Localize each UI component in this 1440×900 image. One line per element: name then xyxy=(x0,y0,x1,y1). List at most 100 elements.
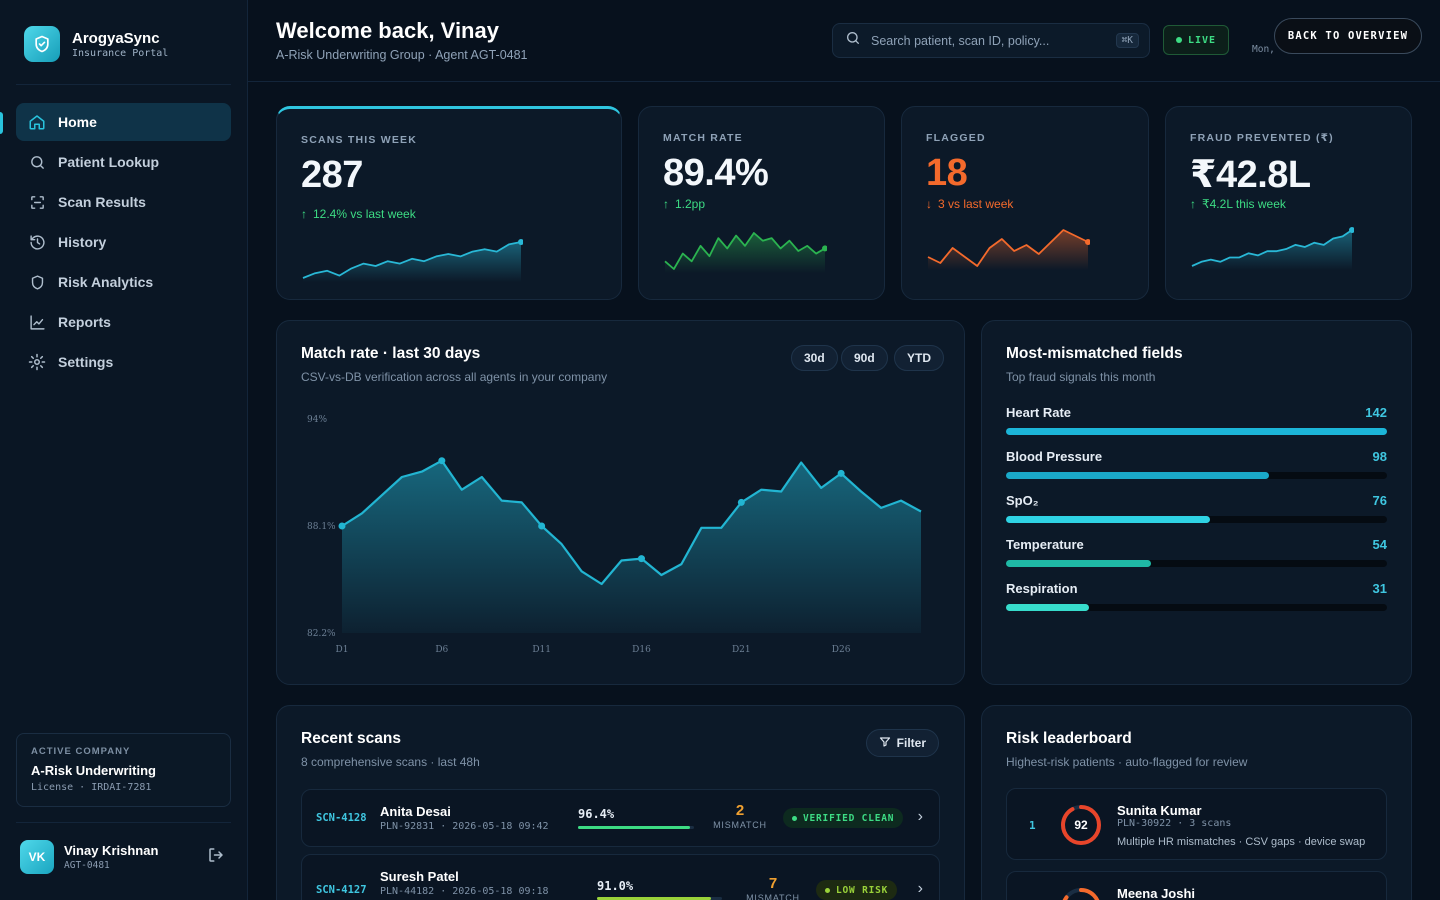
arrow-up-icon: ↑ xyxy=(301,207,307,221)
mismatch-field-head: Blood Pressure 98 xyxy=(1006,449,1387,464)
panel-subtitle: Highest-risk patients · auto-flagged for… xyxy=(1006,755,1248,769)
panel-subtitle: 8 comprehensive scans · last 48h xyxy=(301,755,480,769)
status-badge: LOW RISK xyxy=(816,880,898,900)
stat-card-fraud-prevented[interactable]: FRAUD PREVENTED (₹) ₹42.8L ↑ ₹4.2L this … xyxy=(1165,106,1412,300)
brand[interactable]: ArogyaSync Insurance Portal xyxy=(24,26,168,62)
sparkline-end-point xyxy=(822,245,827,252)
patient-name: Sunita Kumar xyxy=(1117,803,1202,818)
user-profile: VK Vinay Krishnan AGT-0481 xyxy=(20,840,225,874)
arrow-up-icon: ↑ xyxy=(1190,197,1196,211)
mismatch-count: 2 MISMATCH xyxy=(705,802,775,830)
status-text: VERIFIED CLEAN xyxy=(803,812,895,824)
stat-delta: ↑ ₹4.2L this week xyxy=(1190,197,1286,211)
logout-icon[interactable] xyxy=(207,846,225,869)
range-button-30d[interactable]: 30d xyxy=(791,345,838,371)
field-count: 98 xyxy=(1372,449,1387,464)
user-name: Vinay Krishnan xyxy=(64,843,159,858)
leaderboard-row[interactable]: Meena Joshi xyxy=(1006,871,1387,900)
stat-label: FRAUD PREVENTED (₹) xyxy=(1190,132,1334,144)
top-header: Welcome back, Vinay A-Risk Underwriting … xyxy=(248,0,1440,82)
mismatch-label: MISMATCH xyxy=(713,820,767,830)
field-label: SpO₂ xyxy=(1006,493,1039,508)
ring-fill xyxy=(1061,888,1101,900)
mismatch-field-row[interactable]: Heart Rate 142 xyxy=(1006,405,1387,435)
sidebar-item-scan-results[interactable]: Scan Results xyxy=(16,183,231,221)
risk-score-ring xyxy=(1061,888,1101,900)
chevron-right-icon[interactable]: › xyxy=(917,808,923,825)
mismatch-field-head: Temperature 54 xyxy=(1006,537,1387,552)
mismatch-field-row[interactable]: SpO₂ 76 xyxy=(1006,493,1387,523)
search-input[interactable] xyxy=(871,33,1106,48)
rank: 1 xyxy=(1029,819,1036,832)
sidebar-item-label: Risk Analytics xyxy=(58,274,154,290)
field-bar-fill xyxy=(1006,516,1210,523)
sparkline-line xyxy=(1191,229,1353,267)
sidebar: ArogyaSync Insurance Portal Home Patient… xyxy=(0,0,248,900)
page-title: Welcome back, Vinay xyxy=(276,18,499,43)
scan-row[interactable]: SCN-4128 Anita Desai PLN-92831 · 2026-05… xyxy=(301,789,940,847)
mismatch-count: 7 MISMATCH xyxy=(738,875,808,900)
active-company-card[interactable]: ACTIVE COMPANY A-Risk Underwriting Licen… xyxy=(16,733,231,807)
sidebar-item-reports[interactable]: Reports xyxy=(16,303,231,341)
sidebar-item-settings[interactable]: Settings xyxy=(16,343,231,381)
field-label: Temperature xyxy=(1006,537,1084,552)
history-icon xyxy=(28,233,46,251)
chart-point xyxy=(737,498,745,506)
mismatch-field-row[interactable]: Respiration 31 xyxy=(1006,581,1387,611)
live-dot-icon xyxy=(1175,37,1182,43)
sparkline-area xyxy=(1192,230,1352,270)
sparkline-area xyxy=(303,242,521,282)
avatar[interactable]: VK xyxy=(20,840,54,874)
match-rate-panel: Match rate · last 30 days CSV-vs-DB veri… xyxy=(276,320,965,685)
sidebar-item-patient-lookup[interactable]: Patient Lookup xyxy=(16,143,231,181)
sparkline-fraud xyxy=(1191,227,1354,270)
patient-name: Suresh Patel xyxy=(380,869,459,884)
sidebar-item-home[interactable]: Home xyxy=(16,103,231,141)
back-to-overview-button[interactable]: BACK TO OVERVIEW xyxy=(1274,18,1422,54)
stat-card-scans[interactable]: SCANS THIS WEEK 287 ↑ 12.4% vs last week xyxy=(276,106,622,300)
stat-delta: ↓ 3 vs last week xyxy=(926,197,1013,211)
mismatch-value: 2 xyxy=(735,802,745,819)
search-bar[interactable]: ⌘K xyxy=(832,23,1150,58)
mismatch-field-head: Respiration 31 xyxy=(1006,581,1387,596)
panel-subtitle: CSV-vs-DB verification across all agents… xyxy=(301,370,608,384)
scan-row[interactable]: SCN-4127 Suresh Patel PLN-44182 · 2026-0… xyxy=(301,854,940,900)
range-button-90d[interactable]: 90d xyxy=(841,345,888,371)
field-label: Blood Pressure xyxy=(1006,449,1103,464)
sparkline-line xyxy=(927,229,1089,267)
sidebar-item-label: Home xyxy=(58,114,97,130)
stat-delta-text: 1.2pp xyxy=(675,197,706,211)
x-tick-label: D6 xyxy=(435,645,448,655)
panel-subtitle: Top fraud signals this month xyxy=(1006,370,1156,384)
filter-button[interactable]: Filter xyxy=(865,729,939,757)
sidebar-item-history[interactable]: History xyxy=(16,223,231,261)
match-percent: 96.4% xyxy=(578,807,615,821)
stat-label: MATCH RATE xyxy=(663,132,743,144)
sidebar-item-risk-analytics[interactable]: Risk Analytics xyxy=(16,263,231,301)
stat-value: 18 xyxy=(926,152,968,194)
chart-point xyxy=(338,522,346,530)
range-button-ytd[interactable]: YTD xyxy=(894,345,944,371)
stat-card-flagged[interactable]: FLAGGED 18 ↓ 3 vs last week xyxy=(901,106,1149,300)
stat-card-match-rate[interactable]: MATCH RATE 89.4% ↑ 1.2pp xyxy=(638,106,885,300)
stat-label: FLAGGED xyxy=(926,132,986,144)
search-shortcut: ⌘K xyxy=(1115,33,1139,48)
x-tick-label: D1 xyxy=(336,645,349,655)
leaderboard-row[interactable]: 1 92 Sunita Kumar PLN-30922 · 3 scans Mu… xyxy=(1006,788,1387,860)
chevron-right-icon[interactable]: › xyxy=(917,880,923,897)
mismatch-field-row[interactable]: Temperature 54 xyxy=(1006,537,1387,567)
field-bar-fill xyxy=(1006,472,1269,479)
y-tick-label: 82.2% xyxy=(307,629,336,639)
brand-subtitle: Insurance Portal xyxy=(72,47,169,59)
filter-icon xyxy=(879,736,891,751)
sparkline-scans xyxy=(302,239,523,282)
scan-icon xyxy=(28,193,46,211)
mismatch-label: MISMATCH xyxy=(746,893,800,900)
recent-scans-panel: Recent scans 8 comprehensive scans · las… xyxy=(276,705,965,900)
sidebar-item-label: Patient Lookup xyxy=(58,154,160,170)
stat-delta: ↑ 12.4% vs last week xyxy=(301,207,416,221)
sidebar-item-label: History xyxy=(58,234,107,250)
mismatch-field-row[interactable]: Blood Pressure 98 xyxy=(1006,449,1387,479)
mismatch-field-head: Heart Rate 142 xyxy=(1006,405,1387,420)
match-bar xyxy=(578,826,694,829)
